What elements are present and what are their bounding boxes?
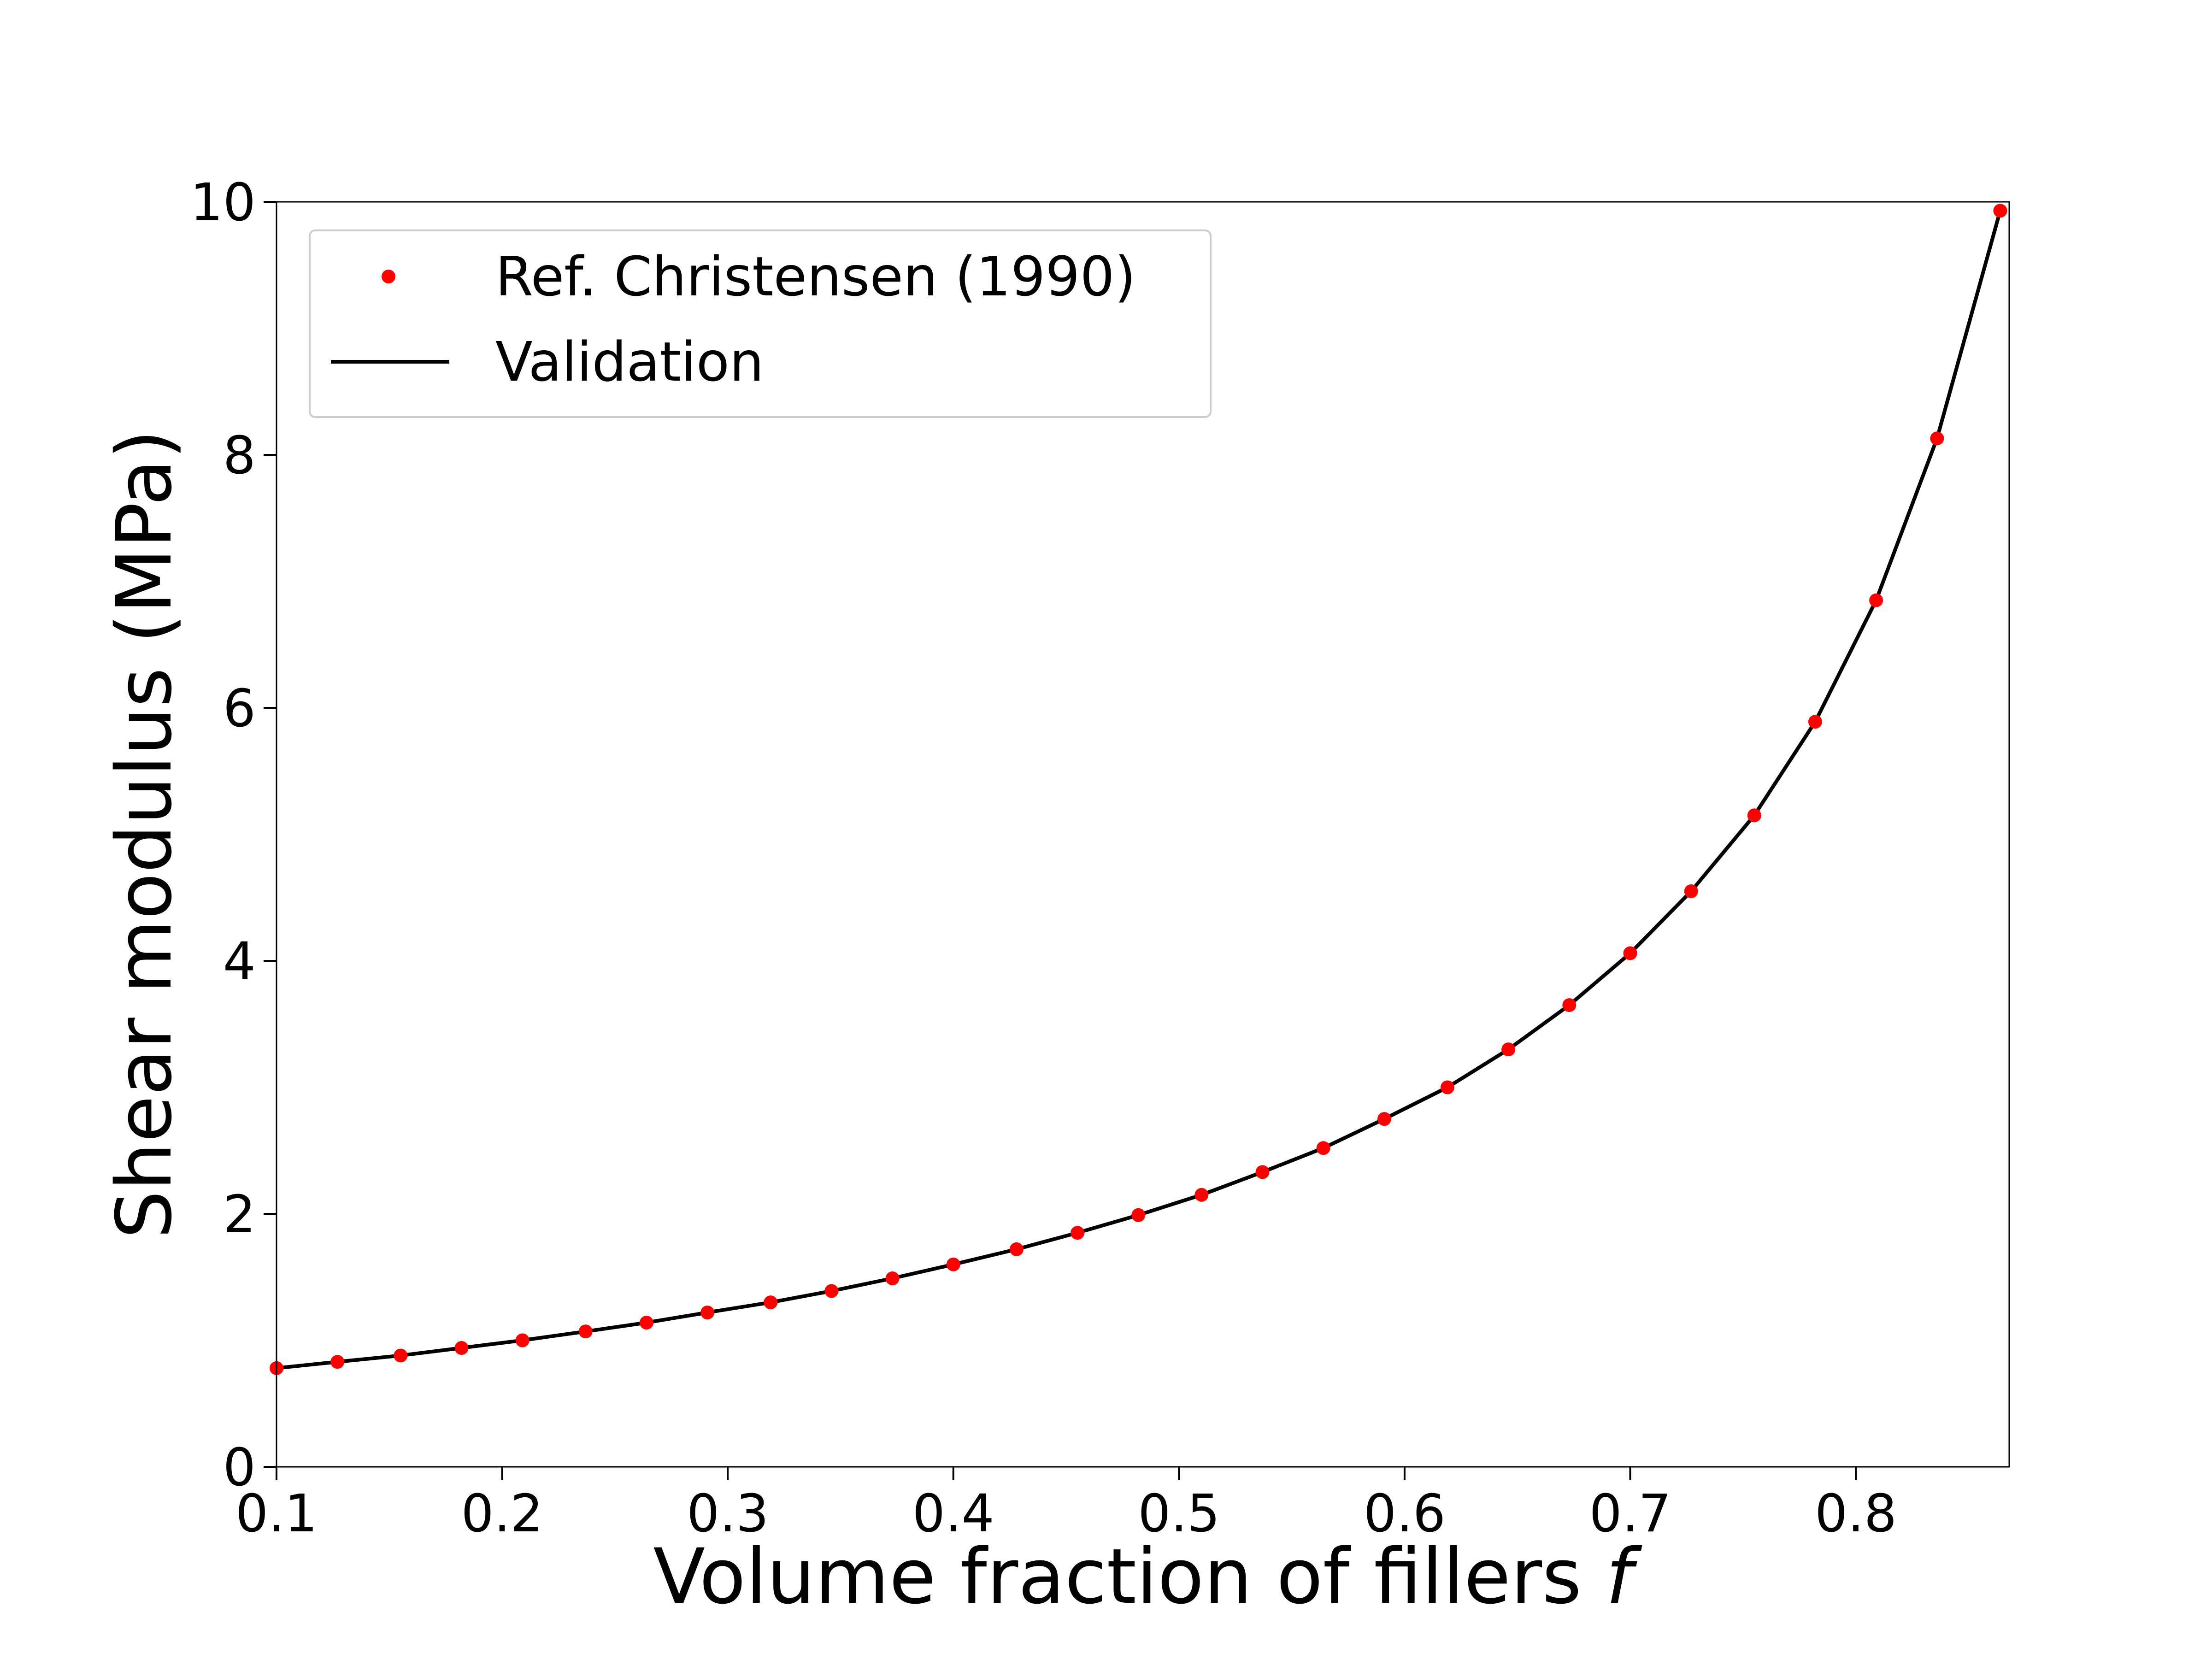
legend: Ref. Christensen (1990) Validation: [309, 229, 1212, 418]
data-point-reference: [1501, 1042, 1516, 1057]
data-point-reference: [1930, 431, 1944, 446]
data-point-reference: [1684, 884, 1698, 899]
data-point-reference: [1993, 204, 2007, 218]
x-tick-label: 0.3: [687, 1484, 769, 1544]
data-point-reference: [1747, 808, 1761, 823]
x-tick-label: 0.2: [461, 1484, 543, 1544]
x-axis-ticks: 0.1 0.2 0.3 0.4 0.5 0.6 0.7 0.8: [235, 1467, 1897, 1544]
y-tick-label: 8: [223, 426, 256, 486]
legend-label-validation: Validation: [495, 330, 764, 394]
y-axis-ticks: 0 2 4 6 8 10: [190, 173, 276, 1498]
data-point-reference: [578, 1324, 593, 1339]
data-point-reference: [700, 1306, 715, 1320]
data-point-reference: [1623, 946, 1637, 960]
data-point-reference: [1194, 1188, 1209, 1202]
data-point-reference: [394, 1348, 408, 1363]
y-tick-label: 4: [223, 932, 256, 992]
data-point-reference: [946, 1257, 960, 1271]
data-point-reference: [1131, 1208, 1146, 1222]
data-point-reference: [1009, 1242, 1024, 1256]
x-axis-label-text: Volume fraction of fillers: [653, 1532, 1582, 1621]
data-point-reference: [824, 1284, 839, 1298]
plot-frame: [276, 201, 2010, 1468]
data-point-reference: [1071, 1226, 1085, 1240]
data-point-reference: [885, 1271, 900, 1285]
data-point-reference: [764, 1295, 778, 1310]
data-point-reference: [1562, 998, 1577, 1012]
legend-label-reference: Ref. Christensen (1990): [495, 245, 1136, 308]
data-point-reference: [1440, 1080, 1454, 1094]
data-point-reference: [1377, 1112, 1391, 1126]
y-tick-label: 10: [190, 173, 256, 233]
y-tick-label: 2: [223, 1185, 256, 1245]
data-point-reference: [1808, 715, 1822, 729]
y-tick-label: 6: [223, 679, 256, 739]
x-tick-label: 0.1: [235, 1484, 318, 1544]
x-tick-label: 0.7: [1589, 1484, 1671, 1544]
data-point-reference: [639, 1316, 653, 1330]
y-axis-label: Shear modulus (MPa): [100, 429, 188, 1239]
data-point-reference: [515, 1333, 529, 1347]
data-point-reference: [1869, 593, 1883, 607]
x-tick-label: 0.8: [1815, 1484, 1897, 1544]
x-axis-label: Volume fraction of fillers f: [653, 1532, 1642, 1621]
data-point-reference: [330, 1355, 345, 1369]
plot-area: [270, 204, 2007, 1375]
legend-frame: [309, 229, 1212, 418]
y-tick-label: 0: [223, 1438, 256, 1498]
x-tick-label: 0.4: [912, 1484, 994, 1544]
x-tick-label: 0.5: [1138, 1484, 1220, 1544]
data-point-reference: [454, 1341, 469, 1355]
data-point-reference: [1316, 1141, 1330, 1155]
x-tick-label: 0.6: [1364, 1484, 1446, 1544]
data-point-reference: [1255, 1165, 1270, 1179]
legend-marker-reference: [382, 270, 395, 283]
